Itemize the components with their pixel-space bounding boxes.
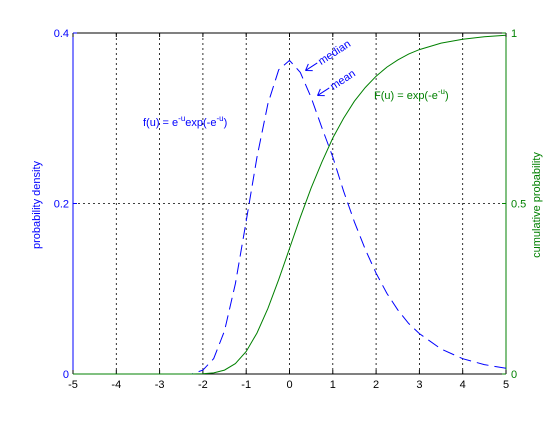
x-tick-label: -4 xyxy=(111,379,121,391)
x-tick-label: 2 xyxy=(373,379,379,391)
y-right-tick-label: 0.5 xyxy=(511,199,526,211)
mean-arrowhead xyxy=(317,88,325,97)
cdf-formula-b: ) xyxy=(445,90,449,102)
y-left-tick-label: 0.2 xyxy=(54,199,69,211)
x-tick-label: -2 xyxy=(198,379,208,391)
pdf-formula-label: f(u) = e-uexp(-e-u) xyxy=(143,114,227,129)
ylabel-left: probability density xyxy=(31,160,43,249)
cdf-series-line xyxy=(73,34,507,375)
ylabel-right: cumulative probability xyxy=(531,152,543,258)
cdf-formula-label: F(u) = exp(-e-u) xyxy=(374,87,449,102)
x-tick-label: 3 xyxy=(416,379,422,391)
pdf-formula-c: ) xyxy=(224,117,228,129)
y-left-tick-label: 0 xyxy=(63,369,69,381)
mean-arrow xyxy=(317,87,330,96)
grid-layer xyxy=(73,33,506,374)
x-tick-label: 1 xyxy=(330,379,336,391)
x-tick-label: -1 xyxy=(241,379,251,391)
pdf-formula-sup2: -u xyxy=(216,114,223,123)
pdf-formula-sup1: -u xyxy=(178,114,185,123)
cdf-formula-sup: -u xyxy=(438,87,445,96)
y-right-tick-label: 0 xyxy=(511,369,517,381)
x-tick-label: -5 xyxy=(68,379,78,391)
series-layer xyxy=(73,34,507,375)
x-tick-label: -3 xyxy=(155,379,165,391)
y-right-tick-label: 1 xyxy=(511,28,517,40)
x-tick-label: 0 xyxy=(286,379,292,391)
pdf-formula-a: f(u) = e xyxy=(143,117,178,129)
median-arrow xyxy=(305,62,318,71)
pdf-formula-b: exp(-e xyxy=(185,117,216,129)
y-left-tick-label: 0.4 xyxy=(54,28,69,40)
axes-layer: -5 -4 -3 -2 -1 0 1 2 3 4 500.20.400.51 xyxy=(54,28,527,391)
x-tick-label: 5 xyxy=(503,379,509,391)
median-arrowhead xyxy=(305,63,313,72)
cdf-formula-a: F(u) = exp(-e xyxy=(374,90,438,102)
x-tick-label: 4 xyxy=(460,379,466,391)
